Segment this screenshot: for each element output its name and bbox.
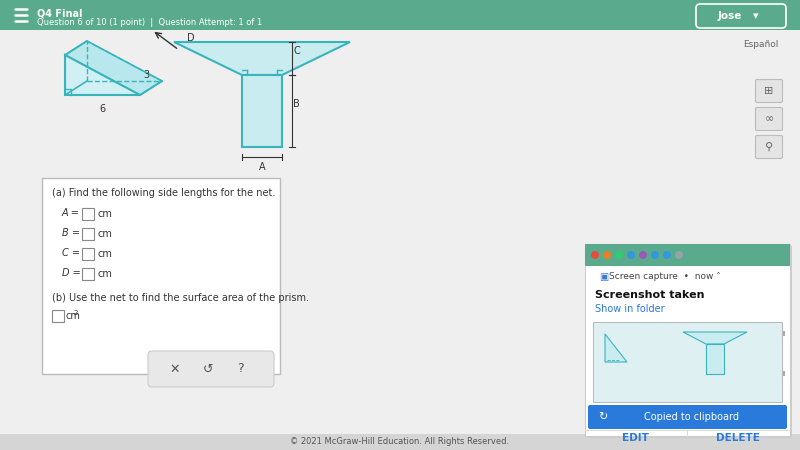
Polygon shape: [65, 41, 162, 95]
Text: Question 6 of 10 (1 point)  |  Question Attempt: 1 of 1: Question 6 of 10 (1 point) | Question At…: [37, 18, 262, 27]
Text: A: A: [258, 162, 266, 172]
Text: ↻: ↻: [598, 412, 608, 422]
Text: C =: C =: [62, 248, 83, 258]
Text: EDIT: EDIT: [622, 433, 649, 443]
Text: Screenshot taken: Screenshot taken: [595, 290, 705, 300]
Circle shape: [603, 251, 611, 259]
Text: cm: cm: [66, 311, 81, 321]
Text: Copied to clipboard: Copied to clipboard: [645, 412, 739, 422]
FancyBboxPatch shape: [42, 178, 280, 374]
Text: cm: cm: [97, 249, 112, 259]
Circle shape: [651, 251, 659, 259]
Text: cm: cm: [97, 269, 112, 279]
Text: D =: D =: [62, 268, 84, 278]
Text: DELETE: DELETE: [716, 433, 760, 443]
FancyBboxPatch shape: [588, 405, 787, 429]
Polygon shape: [683, 332, 747, 344]
Polygon shape: [605, 334, 627, 362]
Text: © 2021 McGraw-Hill Education. All Rights Reserved.: © 2021 McGraw-Hill Education. All Rights…: [290, 437, 510, 446]
Polygon shape: [706, 344, 724, 374]
FancyBboxPatch shape: [585, 244, 790, 436]
FancyBboxPatch shape: [755, 135, 782, 158]
FancyBboxPatch shape: [593, 322, 782, 402]
FancyBboxPatch shape: [82, 248, 94, 260]
Text: cm: cm: [97, 209, 112, 219]
Circle shape: [639, 251, 647, 259]
Text: ?: ?: [237, 363, 243, 375]
Text: B =: B =: [62, 228, 83, 238]
Text: 3: 3: [143, 70, 149, 80]
Text: Q4 Final: Q4 Final: [37, 8, 82, 18]
FancyBboxPatch shape: [52, 310, 64, 322]
Text: Show in folder: Show in folder: [595, 304, 665, 314]
Polygon shape: [242, 75, 282, 147]
FancyBboxPatch shape: [82, 208, 94, 220]
Text: ⚲: ⚲: [765, 142, 773, 152]
Text: (b) Use the net to find the surface area of the prism.: (b) Use the net to find the surface area…: [52, 293, 309, 303]
Text: 6: 6: [99, 104, 106, 114]
Text: Jose: Jose: [718, 11, 742, 21]
Text: ▣: ▣: [599, 272, 608, 282]
Text: Español: Español: [743, 40, 778, 49]
Text: cm: cm: [97, 229, 112, 239]
Circle shape: [591, 251, 599, 259]
Text: A =: A =: [62, 208, 83, 218]
Text: ✕: ✕: [170, 363, 180, 375]
Text: B: B: [293, 99, 300, 109]
FancyBboxPatch shape: [82, 228, 94, 240]
Polygon shape: [0, 434, 800, 450]
Text: C: C: [293, 46, 300, 57]
FancyBboxPatch shape: [587, 246, 792, 438]
FancyBboxPatch shape: [755, 108, 782, 130]
Polygon shape: [174, 42, 350, 75]
Text: 2: 2: [74, 310, 78, 316]
Polygon shape: [65, 55, 140, 95]
Polygon shape: [0, 0, 800, 30]
Circle shape: [663, 251, 671, 259]
Circle shape: [615, 251, 623, 259]
Text: ⊞: ⊞: [764, 86, 774, 96]
FancyBboxPatch shape: [148, 351, 274, 387]
Text: ▾: ▾: [753, 11, 758, 21]
Circle shape: [627, 251, 635, 259]
Text: ∞: ∞: [764, 114, 774, 124]
Text: (a) Find the following side lengths for the net.: (a) Find the following side lengths for …: [52, 188, 275, 198]
Text: D: D: [187, 33, 195, 43]
FancyBboxPatch shape: [82, 268, 94, 280]
Text: Screen capture  •  now ˄: Screen capture • now ˄: [609, 272, 721, 281]
FancyBboxPatch shape: [755, 80, 782, 103]
Text: ↺: ↺: [202, 363, 214, 375]
Circle shape: [675, 251, 683, 259]
Polygon shape: [65, 81, 162, 95]
FancyBboxPatch shape: [585, 244, 790, 266]
